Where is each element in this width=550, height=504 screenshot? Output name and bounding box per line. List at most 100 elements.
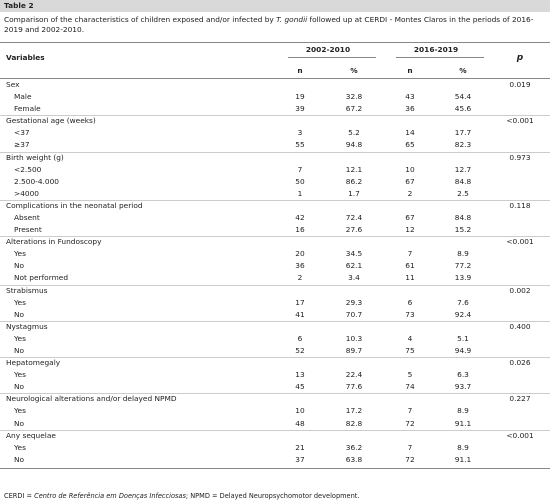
row-label: Yes xyxy=(14,406,26,416)
cell: 15.2 xyxy=(454,225,472,235)
cell: 17.7 xyxy=(454,128,472,138)
group-label: Gestational age (weeks) xyxy=(6,116,96,126)
cell: 65 xyxy=(405,140,415,150)
rule xyxy=(396,57,484,58)
cell: 34.5 xyxy=(345,249,363,259)
cell: 42 xyxy=(295,212,305,222)
cell: 7 xyxy=(407,442,413,452)
p-value: 0.973 xyxy=(509,152,531,162)
cell: 29.3 xyxy=(345,297,363,307)
cell: 1.7 xyxy=(348,188,360,198)
cell: 2.5 xyxy=(457,188,469,198)
cell: 50 xyxy=(295,176,305,186)
cell: 54.4 xyxy=(454,92,472,102)
cell: 77.6 xyxy=(345,382,363,392)
cell: 84.8 xyxy=(454,176,472,186)
cell: 6 xyxy=(297,333,303,343)
row-label: >4000 xyxy=(14,188,40,198)
cell: 8.9 xyxy=(457,406,469,416)
cell: 8.9 xyxy=(457,249,469,259)
row-label: No xyxy=(14,418,25,428)
cell: 41 xyxy=(295,309,305,319)
cell: 84.8 xyxy=(454,212,472,222)
group-label: Birth weight (g) xyxy=(6,152,64,162)
row-label: 2.500-4.000 xyxy=(14,176,59,186)
cell: 48 xyxy=(295,418,305,428)
table-title: Table 2 xyxy=(4,1,34,10)
row-label: No xyxy=(14,309,25,319)
cell: 73 xyxy=(405,309,415,319)
cell: 89.7 xyxy=(345,345,363,355)
p-value: <0.001 xyxy=(506,237,534,247)
cell: 45.6 xyxy=(454,104,472,114)
cell: 5 xyxy=(407,370,413,380)
cell: 67 xyxy=(405,176,415,186)
p-value: 0.002 xyxy=(509,285,531,295)
cell: 17 xyxy=(295,297,305,307)
row-label: Yes xyxy=(14,370,26,380)
title-band xyxy=(0,0,550,12)
row-label: Yes xyxy=(14,442,26,452)
p-value: 0.118 xyxy=(509,200,531,210)
cell: 43 xyxy=(405,92,415,102)
cell: 32.8 xyxy=(345,92,363,102)
p-value: 0.019 xyxy=(509,80,531,89)
cell: 22.4 xyxy=(345,370,363,380)
rule xyxy=(0,284,550,286)
cell: 12.1 xyxy=(345,164,363,174)
sub-header: % xyxy=(459,66,467,75)
row-label: No xyxy=(14,345,25,355)
cell: 67 xyxy=(405,212,415,222)
column-header: 2016-2019 xyxy=(413,45,459,54)
cell: 82.8 xyxy=(345,418,363,428)
rule xyxy=(0,429,550,431)
cell: 19 xyxy=(295,92,305,102)
row-label: Male xyxy=(14,92,32,102)
cell: 61 xyxy=(405,261,415,271)
rule xyxy=(0,199,550,201)
cell: 39 xyxy=(295,104,305,114)
cell: 77.2 xyxy=(454,261,472,271)
cell: 6 xyxy=(407,297,413,307)
footnote: CERDI = Centro de Referência em Doenças … xyxy=(4,491,359,501)
row-label: No xyxy=(14,382,25,392)
cell: 36.2 xyxy=(345,442,363,452)
cell: 72.4 xyxy=(345,212,363,222)
cell: 75 xyxy=(405,345,415,355)
cell: 7 xyxy=(407,249,413,259)
cell: 2 xyxy=(297,273,303,283)
cell: 36 xyxy=(295,261,305,271)
p-value: <0.001 xyxy=(506,430,534,440)
rule xyxy=(0,393,550,395)
cell: 55 xyxy=(295,140,305,150)
cell: 67.2 xyxy=(345,104,363,114)
group-label: Sex xyxy=(6,80,20,89)
cell: 11 xyxy=(405,273,415,283)
rule xyxy=(0,115,550,117)
caption: Comparison of the characteristics of chi… xyxy=(4,15,544,35)
footnote-text: ; NPMD = Delayed Neuropsychomotor develo… xyxy=(185,492,360,500)
cell: 37 xyxy=(295,454,305,464)
cell: 93.7 xyxy=(454,382,472,392)
cell: 63.8 xyxy=(345,454,363,464)
cell: 7 xyxy=(407,406,413,416)
rule xyxy=(0,42,550,43)
sub-header: n xyxy=(407,66,413,75)
rule xyxy=(288,57,376,58)
cell: 74 xyxy=(405,382,415,392)
column-header: p xyxy=(516,53,524,63)
cell: 12.7 xyxy=(454,164,472,174)
sub-header: % xyxy=(350,66,358,75)
row-label: Yes xyxy=(14,297,26,307)
cell: 16 xyxy=(295,225,305,235)
cell: 13.9 xyxy=(454,273,472,283)
cell: 17.2 xyxy=(345,406,363,416)
row-label: <2.500 xyxy=(14,164,42,174)
cell: 10 xyxy=(295,406,305,416)
caption-text: followed up at CERDI - Montes Claros in … xyxy=(4,15,534,34)
rule xyxy=(0,151,550,153)
p-value: 0.227 xyxy=(509,394,531,404)
rule xyxy=(0,236,550,238)
row-label: Absent xyxy=(14,212,40,222)
